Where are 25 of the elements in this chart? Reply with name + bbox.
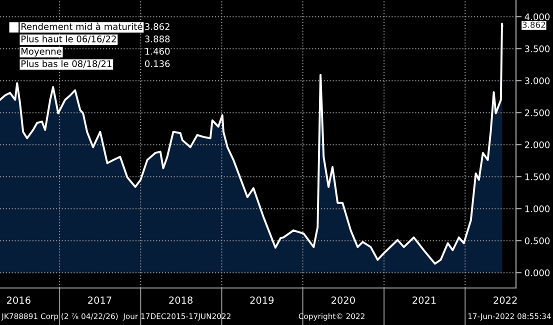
x-tick-label: 2017 [88,296,112,304]
y-tick-label: 2.500 [524,109,550,116]
annotation: Plus bas le 08/18/21 [22,60,112,68]
x-tick-label: 2016 [7,296,30,304]
x-tick-label: 2019 [250,296,274,304]
annotation: 3.862 [145,23,170,30]
y-tick-label: 3.000 [525,77,550,84]
y-tick-label: 0.000 [524,269,550,276]
y-tick-label: 1.500 [525,173,550,180]
legend-label: Rendement mid à maturité [22,22,142,30]
annotation: Moyenne [22,48,62,56]
y-tick-label: 1.000 [525,205,550,212]
x-tick-label: 2020 [332,296,355,304]
x-tick-label: 2021 [412,296,436,304]
annotation: 3.862 [522,22,546,28]
annotation: 1.460 [145,48,170,55]
annotation: 0.136 [145,60,170,68]
annotation: Plus haut le 06/16/22 [22,35,116,44]
y-tick-label: 2.000 [524,141,550,148]
y-tick-label: 4.000 [524,13,550,20]
annotation: 3.888 [145,36,170,42]
x-tick-label: 2022 [494,296,517,304]
y-tick-label: 0.500 [524,237,550,244]
x-tick-label: 2018 [169,296,193,304]
y-tick-label: 3.500 [525,45,550,52]
